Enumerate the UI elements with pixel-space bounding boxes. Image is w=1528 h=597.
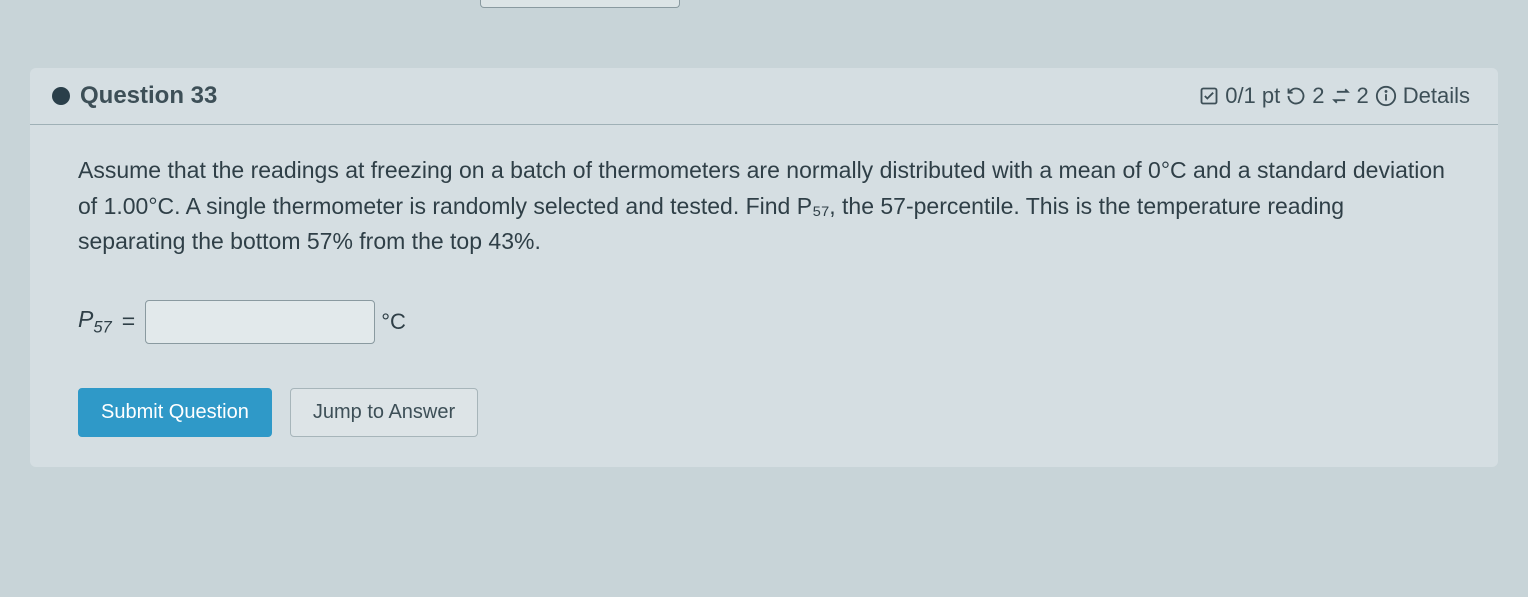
button-row: Submit Question Jump to Answer (78, 388, 1450, 437)
swap-icon (1331, 86, 1351, 106)
attempts-text: 2 (1312, 83, 1324, 109)
question-title-wrap: Question 33 (52, 82, 217, 110)
status-dot-icon (52, 87, 70, 105)
question-header: Question 33 0/1 pt 2 (30, 68, 1498, 125)
question-title: Question 33 (80, 82, 217, 110)
jump-to-answer-button[interactable]: Jump to Answer (290, 388, 478, 437)
swap-text: 2 (1357, 83, 1369, 109)
answer-input[interactable] (145, 300, 375, 344)
prev-card-remnant (480, 0, 680, 8)
answer-sub: 57 (93, 318, 111, 337)
question-card: Question 33 0/1 pt 2 (30, 68, 1498, 467)
answer-row: P57 = °C (78, 300, 1450, 344)
question-text: Assume that the readings at freezing on … (78, 153, 1450, 260)
points-text: 0/1 pt (1225, 83, 1280, 109)
checkbox-icon (1199, 86, 1219, 106)
details-link[interactable]: Details (1403, 83, 1470, 109)
page-container: Question 33 0/1 pt 2 (0, 0, 1528, 467)
retry-icon (1286, 86, 1306, 106)
info-icon[interactable] (1375, 85, 1397, 107)
header-meta: 0/1 pt 2 2 (1199, 83, 1470, 109)
answer-variable-label: P57 (78, 306, 112, 338)
unit-label: °C (381, 309, 406, 335)
question-body: Assume that the readings at freezing on … (30, 125, 1498, 467)
answer-var: P (78, 306, 93, 332)
equals-sign: = (122, 308, 135, 335)
submit-question-button[interactable]: Submit Question (78, 388, 272, 437)
